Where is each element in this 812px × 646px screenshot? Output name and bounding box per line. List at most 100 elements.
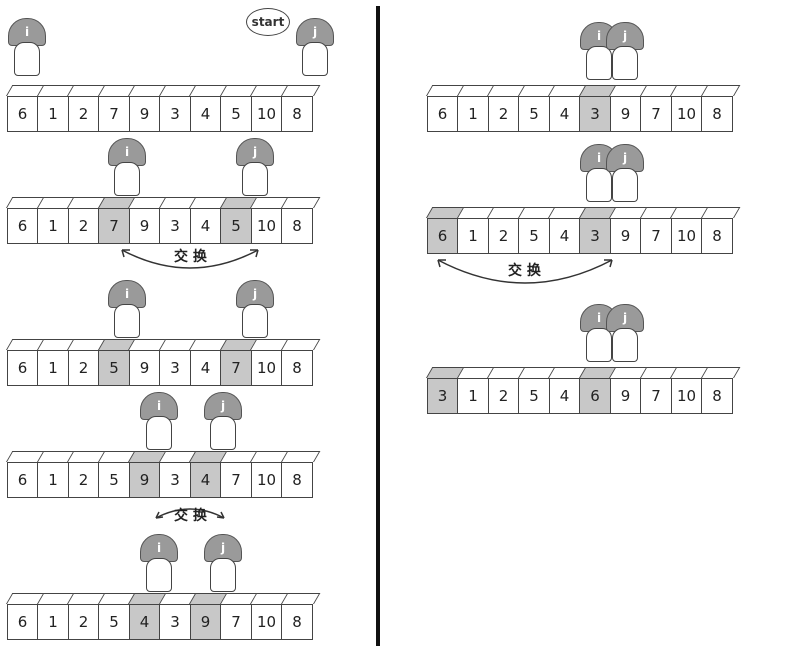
cell-highlight: 5 — [220, 208, 252, 244]
pointer-j-figure: j — [234, 280, 274, 338]
cell: 2 — [67, 604, 100, 640]
cell: 4 — [189, 350, 222, 386]
array-row-5: 6 1 2 5 4 3 9 7 10 8 — [6, 604, 313, 640]
helmet-icon: i — [8, 18, 46, 46]
cell: 5 — [98, 462, 130, 498]
cell-highlight: 3 — [579, 218, 611, 254]
cell: 5 — [98, 604, 130, 640]
helmet-icon: j — [236, 138, 274, 166]
start-bubble: start — [246, 8, 290, 36]
cell: 1 — [457, 218, 489, 254]
array-row-2: 6 1 2 7 9 3 4 5 10 8 — [6, 208, 313, 244]
pointer-j-figure: j — [604, 144, 644, 202]
cell: 6 — [6, 604, 39, 640]
cell: 4 — [548, 96, 581, 132]
helmet-icon: j — [606, 304, 644, 332]
pointer-i-figure: i — [138, 392, 178, 450]
cell: 1 — [37, 462, 69, 498]
array-row-7: 6 1 2 5 4 3 9 7 10 8 — [426, 218, 733, 254]
cell: 7 — [640, 378, 672, 414]
cell: 2 — [487, 218, 520, 254]
cell: 2 — [67, 350, 100, 386]
swap-label: 交 换 — [174, 508, 207, 524]
array-row-3: 6 1 2 5 9 3 4 7 10 8 — [6, 350, 313, 386]
cell: 8 — [281, 350, 313, 386]
cell-highlight: 7 — [98, 208, 130, 244]
array-row-4: 6 1 2 5 9 3 4 7 10 8 — [6, 462, 313, 498]
cell: 8 — [701, 218, 733, 254]
cell: 1 — [37, 350, 69, 386]
cell: 7 — [98, 96, 130, 132]
cell: 10 — [250, 350, 283, 386]
cell: 1 — [457, 378, 489, 414]
cell: 8 — [281, 96, 313, 132]
pointer-i-figure: i — [138, 534, 178, 592]
cell: 10 — [670, 378, 703, 414]
cell: 6 — [6, 96, 39, 132]
cell: 7 — [640, 96, 672, 132]
cell: 9 — [609, 378, 642, 414]
pointer-j-figure: j — [604, 22, 644, 80]
pointer-j-figure: j — [202, 534, 242, 592]
cell: 2 — [67, 462, 100, 498]
cell: 4 — [548, 218, 581, 254]
cell: 5 — [518, 218, 550, 254]
cell: 1 — [37, 208, 69, 244]
cell-highlight: 3 — [426, 378, 459, 414]
helmet-icon: j — [606, 144, 644, 172]
cell: 8 — [701, 96, 733, 132]
pointer-i-figure: i — [106, 280, 146, 338]
pointer-j-figure: j — [234, 138, 274, 196]
pointer-i-figure: i — [106, 138, 146, 196]
cell: 7 — [220, 462, 252, 498]
swap-arrow — [121, 249, 259, 269]
pointer-j-figure: j — [202, 392, 242, 450]
cell: 8 — [281, 604, 313, 640]
array-row-8: 3 1 2 5 4 6 9 7 10 8 — [426, 378, 733, 414]
cell-highlight: 9 — [189, 604, 222, 640]
cell: 10 — [250, 462, 283, 498]
cell: 4 — [189, 208, 222, 244]
cell: 2 — [487, 378, 520, 414]
cell-highlight: 6 — [426, 218, 459, 254]
swap-label: 交 换 — [174, 249, 207, 265]
cell: 7 — [220, 604, 252, 640]
cell: 4 — [548, 378, 581, 414]
panel-divider — [376, 6, 380, 646]
cell-highlight: 7 — [220, 350, 252, 386]
helmet-icon: i — [108, 280, 146, 308]
cell-highlight: 5 — [98, 350, 130, 386]
cell: 4 — [189, 96, 222, 132]
cell: 8 — [281, 208, 313, 244]
helmet-icon: i — [140, 392, 178, 420]
cell: 3 — [159, 208, 191, 244]
cell: 6 — [6, 462, 39, 498]
cell: 5 — [220, 96, 252, 132]
cell: 3 — [159, 350, 191, 386]
cell: 10 — [670, 218, 703, 254]
cell: 1 — [457, 96, 489, 132]
cell: 5 — [518, 96, 550, 132]
swap-arrow — [437, 259, 613, 284]
array-row-1: 6 1 2 7 9 3 4 5 10 8 — [6, 96, 313, 132]
pointer-j-figure: j — [294, 18, 334, 76]
cell: 10 — [250, 604, 283, 640]
swap-label: 交 换 — [508, 263, 541, 279]
cell: 10 — [250, 96, 283, 132]
cell: 1 — [37, 96, 69, 132]
pointer-j-figure: j — [604, 304, 644, 362]
cell: 8 — [701, 378, 733, 414]
helmet-icon: i — [108, 138, 146, 166]
cell-highlight: 4 — [189, 462, 222, 498]
cell: 8 — [281, 462, 313, 498]
array-row-6: 6 1 2 5 4 3 9 7 10 8 — [426, 96, 733, 132]
cell: 9 — [609, 96, 642, 132]
cell: 6 — [6, 208, 39, 244]
swap-arrow — [155, 508, 225, 519]
cell: 3 — [159, 462, 191, 498]
cell: 6 — [426, 96, 459, 132]
cell: 2 — [487, 96, 520, 132]
cell: 9 — [609, 218, 642, 254]
cell: 9 — [128, 96, 161, 132]
cell: 3 — [159, 604, 191, 640]
